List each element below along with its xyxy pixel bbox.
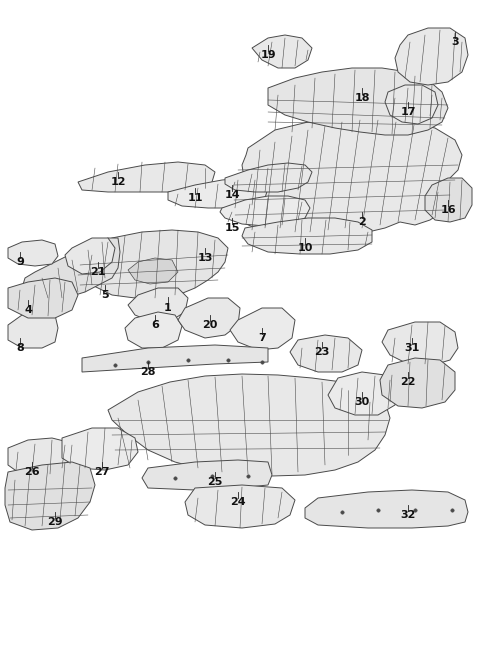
Polygon shape bbox=[382, 322, 458, 366]
Polygon shape bbox=[380, 358, 455, 408]
Polygon shape bbox=[242, 218, 372, 254]
Polygon shape bbox=[252, 35, 312, 68]
Text: 12: 12 bbox=[110, 177, 126, 187]
Text: 6: 6 bbox=[151, 320, 159, 330]
Polygon shape bbox=[8, 312, 58, 348]
Text: 31: 31 bbox=[404, 343, 420, 353]
Text: 11: 11 bbox=[187, 193, 203, 203]
Polygon shape bbox=[305, 490, 468, 528]
Polygon shape bbox=[108, 374, 390, 476]
Text: 9: 9 bbox=[16, 257, 24, 267]
Text: 10: 10 bbox=[297, 243, 312, 253]
Polygon shape bbox=[290, 335, 362, 372]
Polygon shape bbox=[128, 288, 188, 322]
Text: 15: 15 bbox=[224, 223, 240, 233]
Polygon shape bbox=[225, 163, 312, 192]
Text: 7: 7 bbox=[258, 333, 266, 343]
Polygon shape bbox=[62, 428, 138, 470]
Polygon shape bbox=[142, 460, 272, 490]
Text: 25: 25 bbox=[207, 477, 223, 487]
Polygon shape bbox=[185, 485, 295, 528]
Polygon shape bbox=[385, 85, 438, 124]
Polygon shape bbox=[232, 118, 462, 235]
Text: 32: 32 bbox=[400, 510, 416, 520]
Text: 21: 21 bbox=[90, 267, 106, 277]
Text: 1: 1 bbox=[164, 303, 172, 313]
Polygon shape bbox=[5, 462, 95, 530]
Text: 3: 3 bbox=[451, 37, 459, 47]
Text: 13: 13 bbox=[197, 253, 213, 263]
Polygon shape bbox=[8, 438, 72, 475]
Text: 4: 4 bbox=[24, 305, 32, 315]
Polygon shape bbox=[125, 312, 182, 348]
Polygon shape bbox=[78, 162, 215, 192]
Text: 2: 2 bbox=[358, 217, 366, 227]
Polygon shape bbox=[220, 196, 310, 226]
Polygon shape bbox=[82, 345, 268, 372]
Polygon shape bbox=[22, 238, 120, 302]
Text: 24: 24 bbox=[230, 497, 246, 507]
Text: 20: 20 bbox=[202, 320, 218, 330]
Text: 29: 29 bbox=[47, 517, 63, 527]
Polygon shape bbox=[425, 178, 472, 222]
Polygon shape bbox=[128, 258, 178, 284]
Polygon shape bbox=[8, 240, 58, 266]
Polygon shape bbox=[178, 298, 240, 338]
Text: 5: 5 bbox=[101, 290, 109, 300]
Text: 28: 28 bbox=[140, 367, 156, 377]
Polygon shape bbox=[268, 68, 448, 135]
Text: 14: 14 bbox=[224, 190, 240, 200]
Text: 27: 27 bbox=[94, 467, 110, 477]
Text: 19: 19 bbox=[260, 50, 276, 60]
Text: 18: 18 bbox=[354, 93, 370, 103]
Polygon shape bbox=[168, 178, 268, 208]
Text: 17: 17 bbox=[400, 107, 416, 117]
Text: 23: 23 bbox=[314, 347, 330, 357]
Text: 26: 26 bbox=[24, 467, 40, 477]
Polygon shape bbox=[230, 308, 295, 350]
Polygon shape bbox=[78, 230, 228, 298]
Polygon shape bbox=[65, 238, 115, 274]
Text: 16: 16 bbox=[440, 205, 456, 215]
Polygon shape bbox=[8, 278, 78, 318]
Polygon shape bbox=[328, 372, 398, 415]
Polygon shape bbox=[395, 28, 468, 85]
Text: 8: 8 bbox=[16, 343, 24, 353]
Text: 30: 30 bbox=[354, 397, 370, 407]
Text: 22: 22 bbox=[400, 377, 416, 387]
